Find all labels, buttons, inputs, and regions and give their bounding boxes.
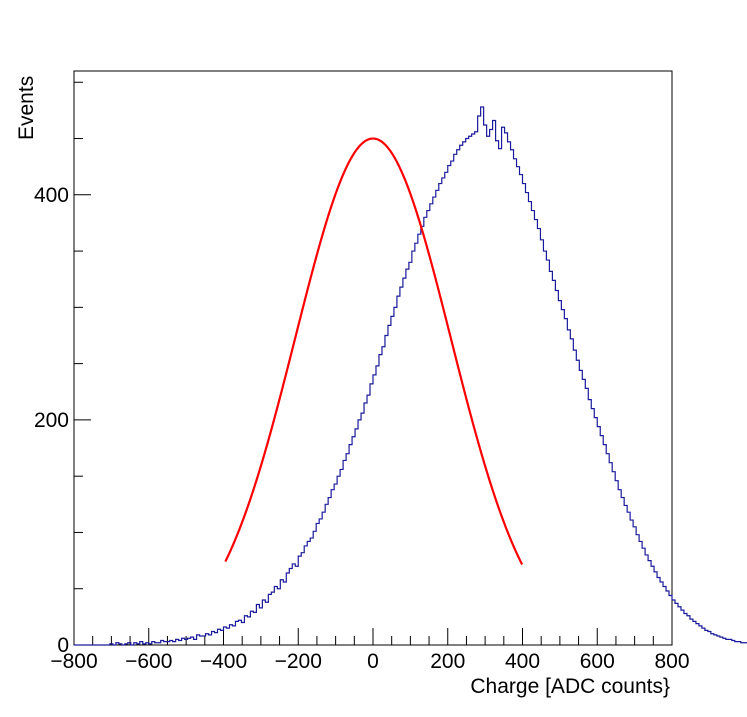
y-tick-label: 200 (34, 409, 69, 432)
x-tick-label: 600 (580, 650, 615, 673)
y-tick-label: 400 (34, 184, 69, 207)
x-tick-label: 200 (430, 650, 465, 673)
x-tick-label: 800 (654, 650, 689, 673)
x-axis-title: Charge [ADC counts} (470, 675, 670, 698)
y-axis-tick-labels: 0 200 400 (34, 184, 69, 657)
x-tick-label: 0 (367, 650, 379, 673)
x-axis-tick-labels: −800 −600 −400 −200 0 200 400 600 800 (50, 650, 689, 673)
y-axis-title: Events (15, 76, 38, 140)
histogram-series (74, 106, 747, 646)
y-axis-ticks (74, 81, 91, 646)
x-tick-label: −800 (50, 650, 97, 673)
x-tick-label: −400 (200, 650, 247, 673)
x-axis-ticks (73, 628, 673, 645)
x-tick-label: 400 (505, 650, 540, 673)
y-tick-label: 0 (57, 634, 69, 657)
gaussian-fit-curve (224, 137, 524, 566)
plot-frame (73, 70, 673, 646)
x-tick-label: −200 (275, 650, 322, 673)
x-tick-label: −600 (125, 650, 172, 673)
